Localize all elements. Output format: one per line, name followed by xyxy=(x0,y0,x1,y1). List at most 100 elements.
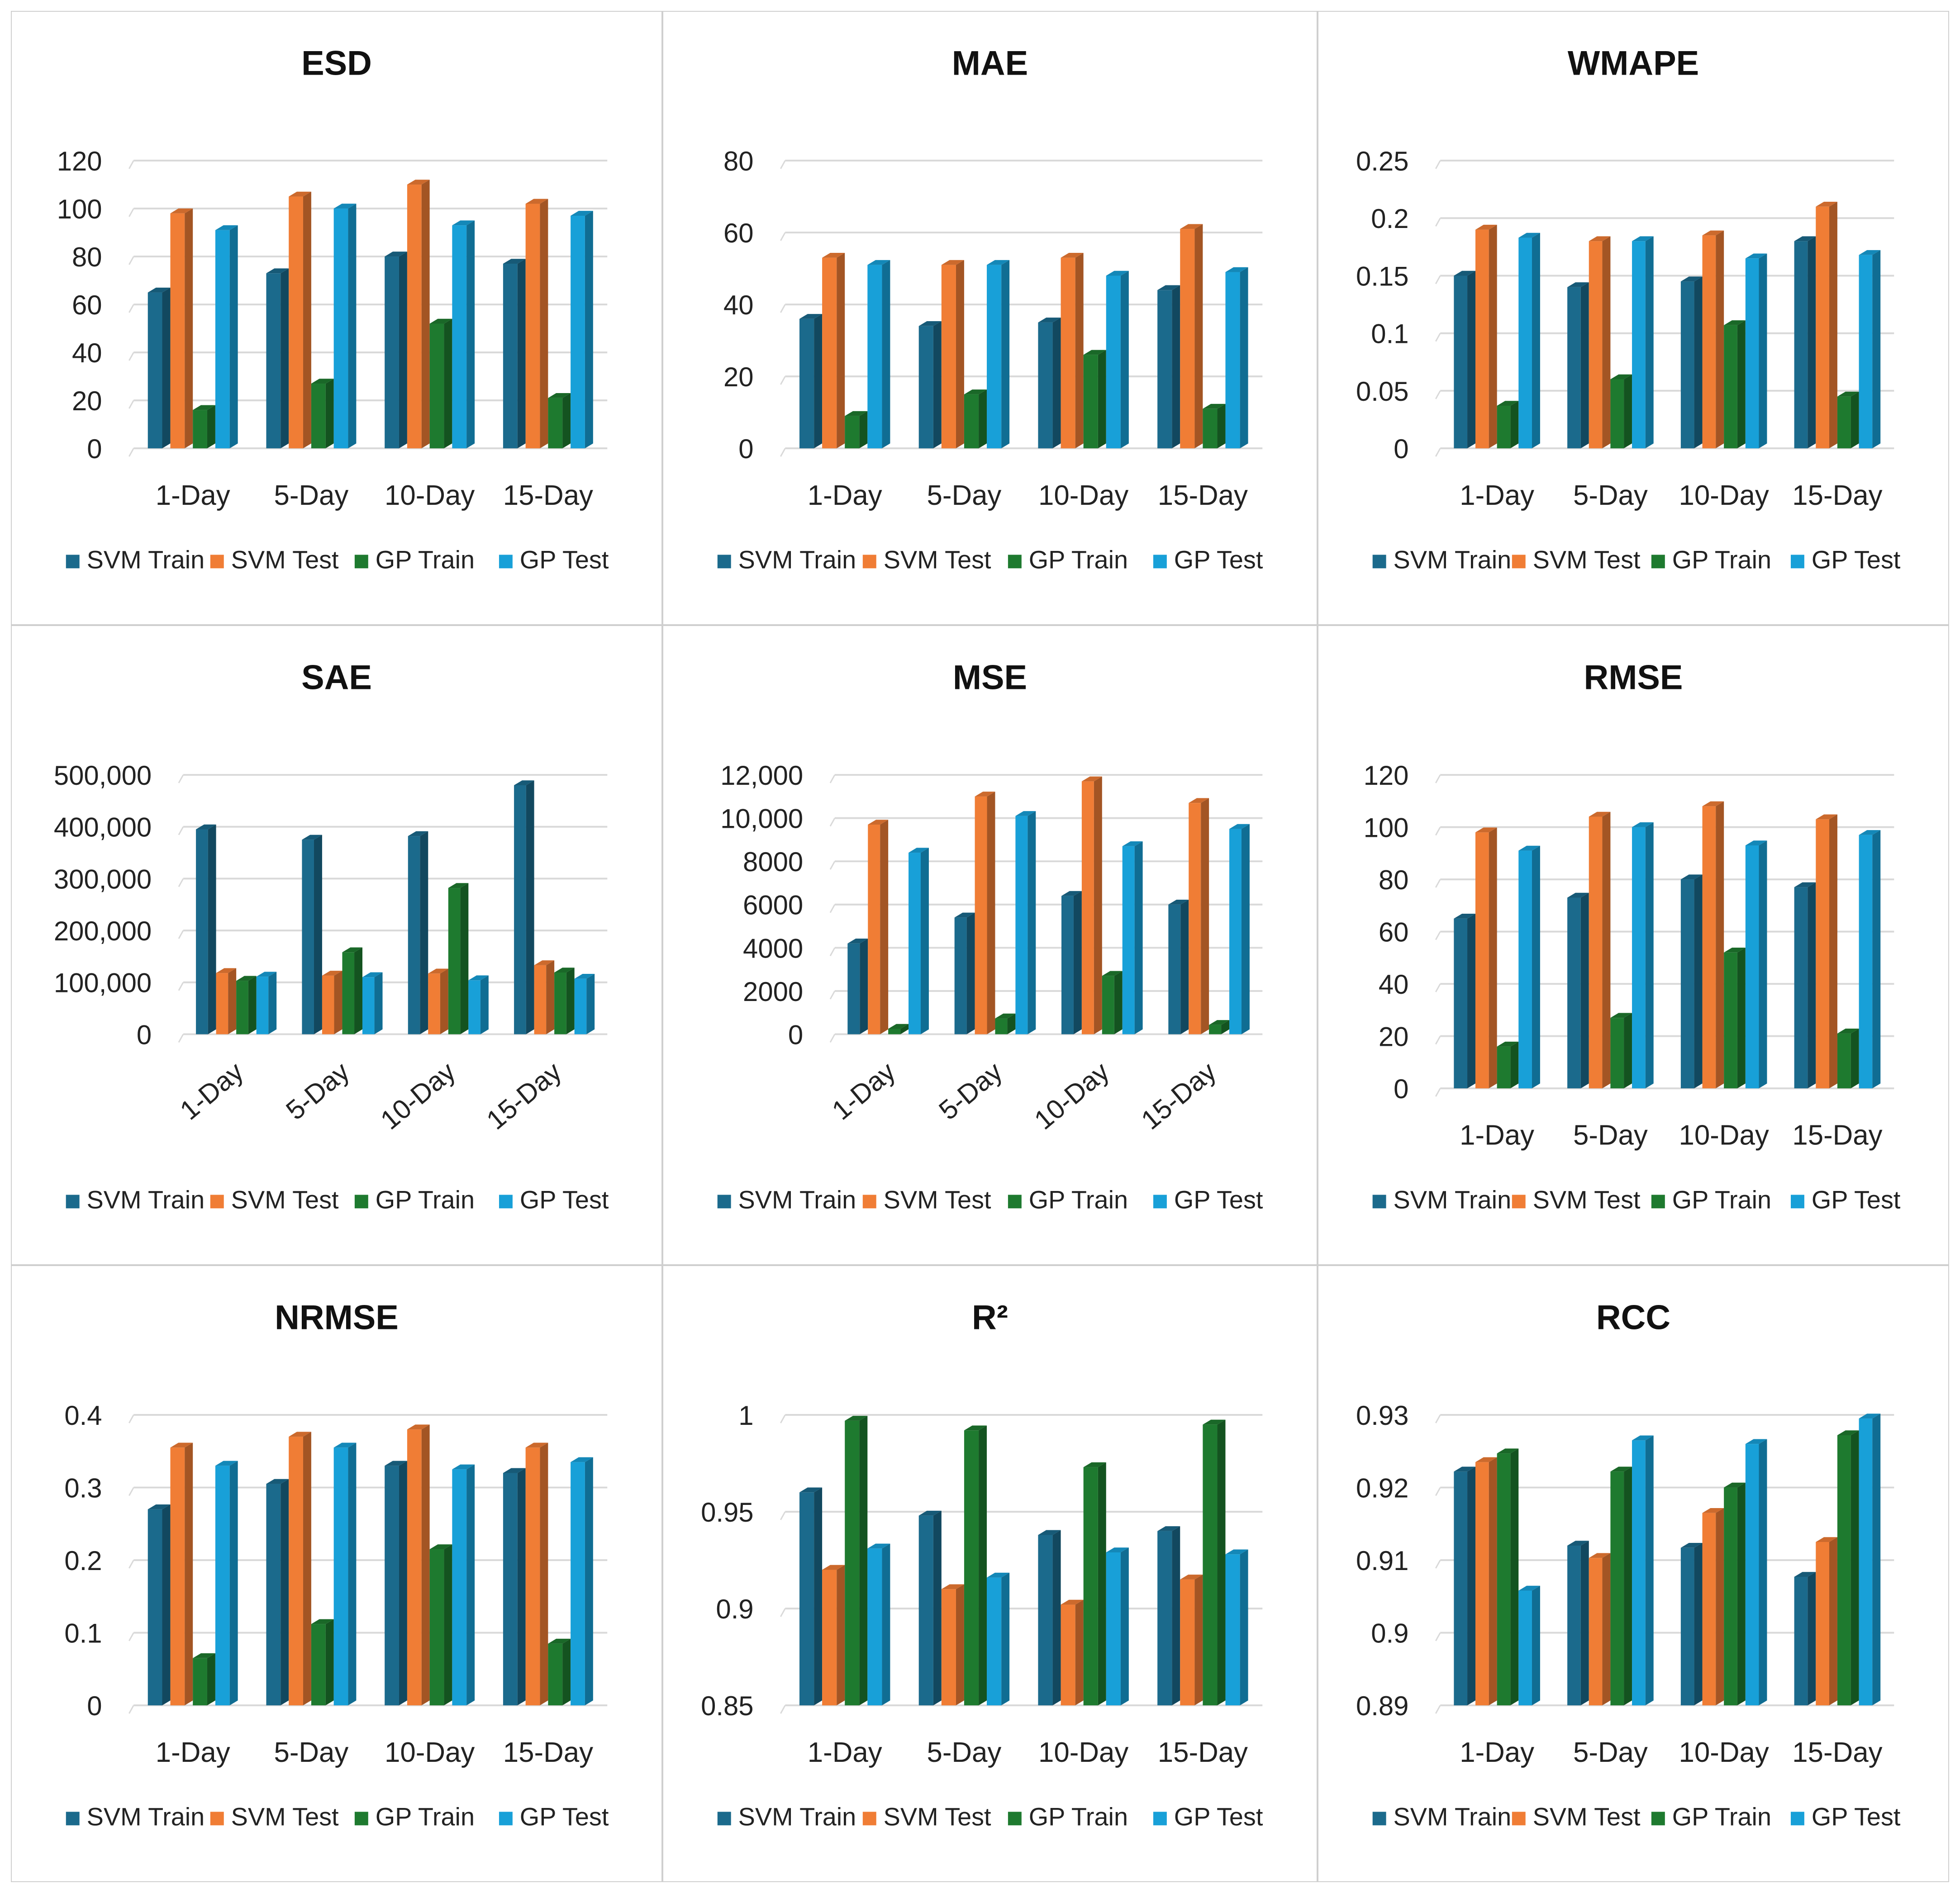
x-tick-label: 15-Day xyxy=(1792,1120,1882,1151)
chart-panel-sae: SAE 0 100,000 200,000 300,000 400,000 500,000 1… xyxy=(11,625,662,1265)
legend-label: SVM Train xyxy=(1394,1185,1512,1214)
gridline-edge xyxy=(1435,983,1441,992)
gridline-edge xyxy=(1435,448,1441,457)
bar-svm-train-10-day xyxy=(1680,874,1703,1089)
bar-svm-train-1-day xyxy=(147,1504,171,1706)
legend-label: GP Train xyxy=(376,1185,475,1214)
bar-gp-test-10-day xyxy=(1122,841,1143,1034)
bar-svm-train-15-day xyxy=(1794,236,1816,449)
bar-gp-train-10-day xyxy=(1724,1482,1746,1706)
bar-gp-test-5-day xyxy=(333,204,357,449)
legend-label: GP Train xyxy=(1029,545,1128,574)
legend-item-gp-train: GP Train xyxy=(354,1185,475,1214)
gridline-edge xyxy=(780,1414,786,1423)
bar-svm-test-5-day xyxy=(941,1584,964,1706)
y-tick-label: 0.91 xyxy=(1356,1546,1408,1576)
legend-label: SVM Test xyxy=(231,545,339,574)
bar-svm-test-10-day xyxy=(1061,252,1084,449)
bar-svm-test-1-day xyxy=(822,1565,845,1706)
bar-svm-train-10-day xyxy=(1038,318,1061,449)
chart-title: WMAPE xyxy=(1568,44,1699,83)
legend-swatch xyxy=(1651,555,1665,569)
gridline-edge xyxy=(1435,160,1441,169)
x-tick-label: 15-Day xyxy=(1792,480,1882,511)
legend-swatch xyxy=(1790,1812,1804,1826)
x-tick-label: 1-Day xyxy=(156,1737,230,1768)
legend-swatch xyxy=(354,1195,368,1209)
y-tick-label: 0.95 xyxy=(701,1497,753,1528)
bar-svm-test-1-day xyxy=(868,820,889,1034)
x-tick-label: 10-Day xyxy=(1679,480,1769,511)
legend-item-svm-train: SVM Train xyxy=(717,545,856,574)
chart-title: MAE xyxy=(952,44,1028,83)
bar-gp-train-15-day xyxy=(1837,1430,1859,1706)
legend-item-svm-train: SVM Train xyxy=(1372,1185,1512,1214)
bar-svm-train-10-day xyxy=(1680,1543,1703,1706)
x-tick-label: 10-Day xyxy=(385,480,475,511)
chart-panel-nrmse: NRMSE 0 0.1 0.2 0.3 0.4 1-Day 5-Day 10-Day 15-Day… xyxy=(11,1265,662,1882)
bar-gp-test-10-day xyxy=(1745,253,1767,449)
bar-svm-test-15-day xyxy=(1816,814,1837,1089)
y-tick-label: 0.85 xyxy=(701,1691,753,1721)
x-tick-label: 10-Day xyxy=(1038,480,1128,511)
y-tick-label: 500,000 xyxy=(54,760,152,791)
legend-swatch xyxy=(862,555,876,569)
legend-item-svm-train: SVM Train xyxy=(1372,1802,1511,1831)
legend-swatch xyxy=(499,1812,513,1826)
bar-svm-test-5-day xyxy=(1589,236,1611,449)
bar-svm-train-15-day xyxy=(503,1468,526,1706)
chart-title: MSE xyxy=(953,659,1027,697)
legend-item-svm-test: SVM Test xyxy=(210,545,339,574)
legend-item-gp-test: GP Test xyxy=(1153,1185,1263,1214)
gridline-edge xyxy=(829,947,836,956)
gridline-edge xyxy=(128,208,134,217)
bar-svm-test-1-day xyxy=(822,252,845,449)
y-tick-label: 40 xyxy=(723,290,754,320)
bar-gp-test-15-day xyxy=(571,1457,593,1706)
legend-item-svm-test: SVM Test xyxy=(1512,1185,1641,1214)
y-tick-label: 120 xyxy=(57,146,102,176)
bar-gp-train-15-day xyxy=(1209,1020,1230,1034)
y-tick-label: 0 xyxy=(1394,1074,1408,1104)
y-tick-label: 0.3 xyxy=(64,1473,102,1503)
bar-svm-test-15-day xyxy=(525,1442,548,1706)
chart-svg-mse: MSE 0 2000 4000 6000 8000 10,000 12,000 1-Day 5-D… xyxy=(717,659,1263,1214)
legend-swatch xyxy=(1153,1812,1167,1826)
bar-svm-train-15-day xyxy=(1157,285,1180,449)
legend-swatch xyxy=(66,1195,80,1209)
gridline-edge xyxy=(128,160,134,169)
y-tick-label: 0 xyxy=(87,434,102,464)
bar-svm-train-15-day xyxy=(514,780,534,1034)
legend-swatch xyxy=(499,555,513,569)
legend-swatch xyxy=(1008,1195,1022,1209)
y-tick-label: 6000 xyxy=(743,890,803,920)
x-tick-label: 5-Day xyxy=(927,1737,1001,1768)
y-tick-label: 0 xyxy=(87,1691,102,1721)
legend-item-svm-test: SVM Test xyxy=(210,1802,339,1831)
bar-gp-train-15-day xyxy=(1837,1029,1859,1089)
bar-gp-test-1-day xyxy=(1518,845,1540,1089)
y-tick-label: 4000 xyxy=(743,933,803,963)
legend-swatch xyxy=(862,1812,876,1826)
gridline-edge xyxy=(1435,218,1441,227)
legend-swatch xyxy=(66,555,80,569)
gridline-edge xyxy=(128,304,134,313)
bar-svm-test-1-day xyxy=(1475,827,1497,1089)
legend-item-svm-train: SVM Train xyxy=(717,1802,856,1831)
bar-gp-test-10-day xyxy=(1745,840,1767,1089)
legend-item-gp-train: GP Train xyxy=(354,545,475,574)
legend-label: GP Test xyxy=(1174,545,1263,574)
bar-svm-test-10-day xyxy=(1702,1508,1724,1706)
bar-gp-test-15-day xyxy=(1859,1414,1881,1706)
y-tick-label: 0.4 xyxy=(64,1400,102,1431)
gridline-edge xyxy=(178,982,184,991)
gridline-edge xyxy=(829,904,836,913)
gridline-edge xyxy=(1435,390,1441,399)
gridline-edge xyxy=(128,1632,134,1642)
x-tick-label: 15-Day xyxy=(1792,1737,1882,1768)
legend-item-gp-test: GP Test xyxy=(1791,1185,1901,1214)
bar-svm-test-5-day xyxy=(1589,1553,1611,1706)
x-tick-label: 15-Day xyxy=(503,480,593,511)
legend-item-gp-test: GP Test xyxy=(1790,545,1901,574)
bar-svm-test-1-day xyxy=(170,1442,193,1706)
